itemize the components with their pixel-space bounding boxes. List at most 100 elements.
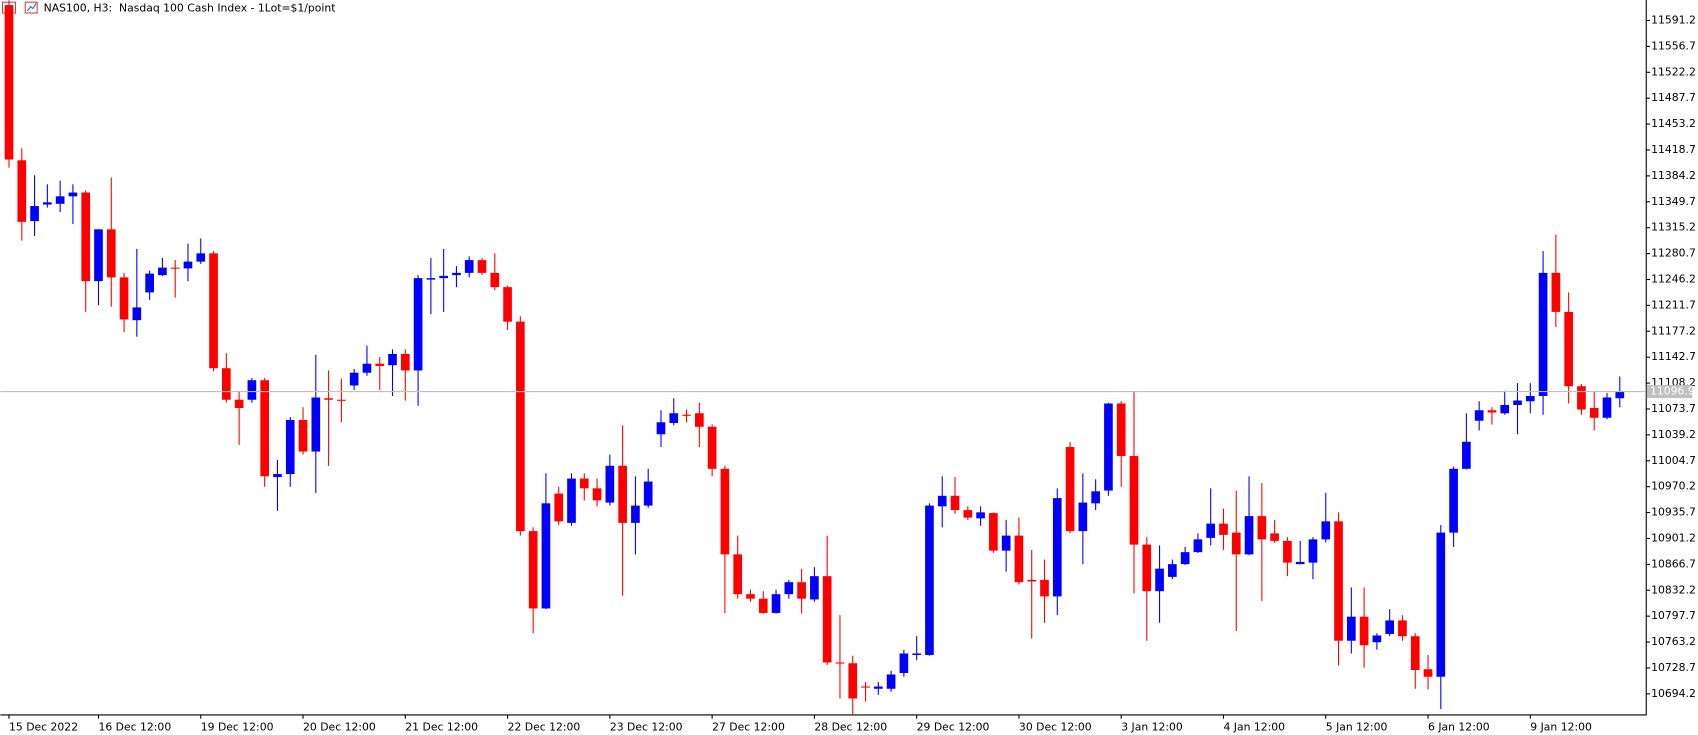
candle-body (695, 413, 704, 427)
candle-body (1116, 403, 1126, 457)
candle-body (1385, 620, 1395, 634)
x-tick-label: 5 Jan 12:00 (1326, 720, 1388, 733)
candle-body (477, 260, 487, 273)
candle-body (132, 307, 142, 321)
price-label: 11096.9 (1650, 385, 1695, 398)
candle-body (311, 397, 321, 452)
candle-body (1180, 552, 1190, 565)
y-tick-label: 11418.7 (1651, 143, 1696, 156)
y-tick-label: 11315.2 (1651, 221, 1696, 234)
y-tick-label: 11211.7 (1651, 298, 1696, 311)
candle-body (1589, 408, 1599, 418)
candle-body (873, 686, 883, 689)
candle-body (1014, 535, 1024, 583)
y-tick-label: 10832.2 (1651, 583, 1696, 596)
candle-body (618, 465, 627, 523)
candle-body (835, 662, 845, 664)
candle-body (1462, 441, 1471, 469)
candle-body (810, 576, 819, 600)
x-tick-label: 30 Dec 12:00 (1019, 720, 1092, 733)
candle-body (1155, 568, 1164, 592)
candle-body (324, 398, 333, 400)
candle-body (1104, 403, 1113, 491)
y-tick-label: 10970.2 (1651, 480, 1696, 493)
y-tick-label: 11246.2 (1651, 272, 1696, 285)
candle-body (43, 202, 52, 205)
candle-body (707, 426, 717, 469)
candle-body (1487, 410, 1497, 413)
candle-body (234, 399, 244, 409)
candle-body (1564, 311, 1573, 387)
y-tick-label: 10866.7 (1651, 557, 1696, 570)
candle-body (145, 273, 154, 293)
y-tick-label: 10797.7 (1651, 609, 1696, 622)
x-tick-label: 29 Dec 12:00 (917, 720, 990, 733)
y-tick-label: 11384.2 (1651, 169, 1696, 182)
y-tick-label: 10901.2 (1651, 531, 1696, 544)
y-tick-label: 11004.7 (1651, 454, 1696, 467)
candle-body (925, 505, 934, 655)
candle-body (1091, 491, 1100, 504)
candle-body (554, 493, 564, 522)
x-tick-label: 20 Dec 12:00 (303, 720, 376, 733)
candle-body (682, 414, 691, 416)
candle-body (643, 481, 653, 506)
candle-body (579, 478, 589, 489)
candle-body (1193, 539, 1203, 553)
candle-body (592, 488, 602, 501)
candle-body (400, 353, 410, 371)
candle-body (1027, 579, 1037, 582)
y-tick-label: 11280.7 (1651, 247, 1696, 260)
candle-body (1615, 391, 1625, 399)
candle-body (886, 674, 896, 689)
candle-body (68, 192, 78, 197)
candle-body (1078, 502, 1088, 532)
candle-body (528, 531, 538, 609)
candle-body (388, 353, 397, 366)
candle-body (1206, 523, 1216, 538)
candle-body (1602, 397, 1612, 418)
candle-body (183, 261, 193, 269)
candle-body (1334, 521, 1343, 641)
candle-body (362, 363, 372, 373)
candle-body (605, 465, 615, 503)
x-tick-label: 27 Dec 12:00 (712, 720, 785, 733)
candle-body (452, 272, 461, 276)
chart-title: NAS100, H3: Nasdaq 100 Cash Index - 1Lot… (44, 2, 336, 15)
candle-body (4, 5, 14, 160)
candle-body (1346, 616, 1356, 641)
candle-body (861, 686, 870, 688)
candle-body (1398, 620, 1407, 637)
candle-body (1449, 468, 1458, 533)
candle-body (1538, 272, 1548, 396)
candle-body (196, 253, 206, 262)
candle-body (349, 372, 359, 386)
candle-body (221, 368, 231, 400)
candle-body (567, 478, 576, 523)
candle-body (490, 272, 500, 288)
candle-body (1283, 540, 1292, 563)
candle-body (784, 582, 794, 595)
candle-body (464, 260, 474, 273)
candle-body (1052, 498, 1062, 597)
candle-body (848, 663, 858, 699)
candle-body (1577, 386, 1586, 410)
price-label-box (1646, 385, 1693, 399)
candle-body (1372, 635, 1382, 643)
candle-body (1219, 523, 1228, 535)
candle-body (656, 422, 666, 435)
candle-body (963, 510, 973, 518)
candle-body (439, 275, 448, 279)
candle-body (1142, 544, 1152, 592)
candle-body (1295, 561, 1305, 565)
candle-body (260, 380, 270, 477)
candle-body (1513, 400, 1522, 405)
candle-body (413, 278, 423, 371)
candle-body (337, 399, 346, 401)
candle-body (899, 653, 909, 673)
candle-body (81, 192, 91, 282)
candle-body (797, 582, 806, 599)
y-tick-label: 11142.7 (1651, 350, 1696, 363)
